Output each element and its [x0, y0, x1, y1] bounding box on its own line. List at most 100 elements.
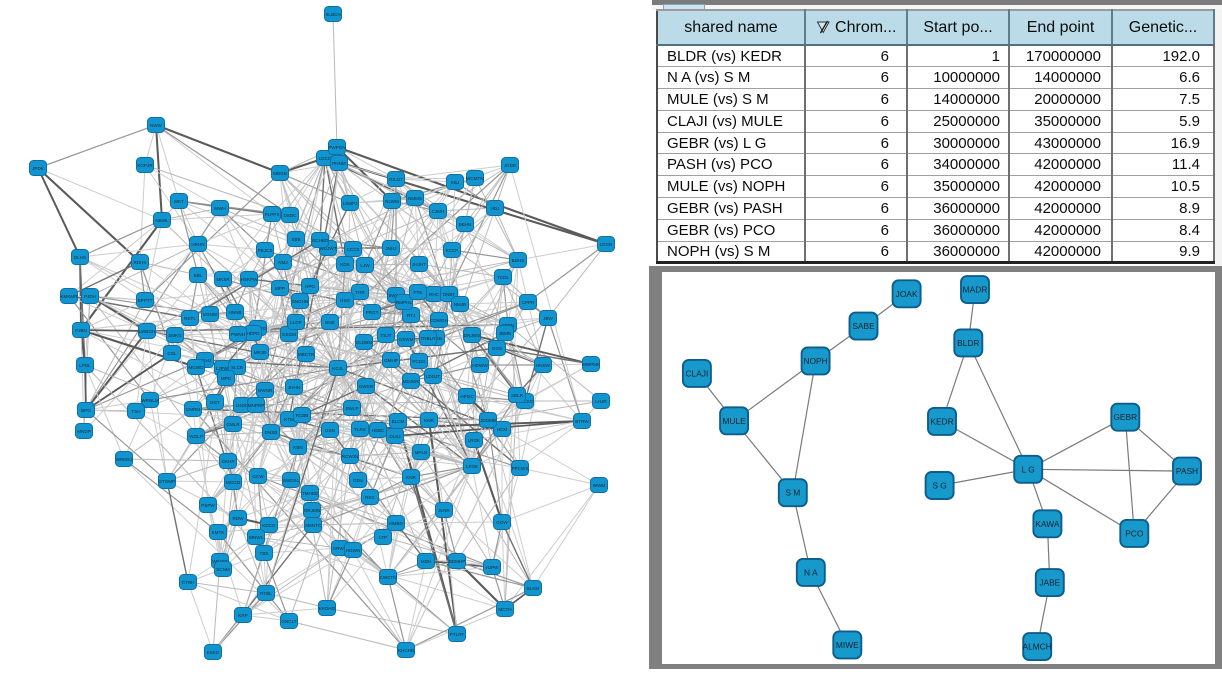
svg-text:JBMN: JBMN — [499, 331, 512, 336]
svg-text:KGPJR: KGPJR — [137, 163, 153, 168]
svg-text:LRGK: LRGK — [468, 438, 481, 443]
svg-text:KGHJ: KGHJ — [199, 358, 211, 363]
svg-text:NLWM: NLWM — [385, 199, 399, 204]
svg-text:KDS: KDS — [340, 262, 349, 267]
svg-text:SLCB: SLCB — [231, 365, 243, 370]
svg-text:TSH: TSH — [131, 409, 140, 414]
svg-text:MPLN: MPLN — [415, 450, 428, 455]
svg-text:DSDC: DSDC — [283, 213, 297, 218]
svg-text:WDJWT: WDJWT — [319, 246, 336, 251]
svg-text:TCDL: TCDL — [497, 275, 509, 280]
svg-text:GSN: GSN — [325, 428, 335, 433]
svg-text:MNPRP: MNPRP — [248, 403, 265, 408]
svg-text:WNWL: WNWL — [249, 535, 264, 540]
svg-text:DNSB: DNSB — [265, 430, 278, 435]
svg-text:LJPWJ: LJPWJ — [216, 366, 231, 371]
svg-text:DNBT: DNBT — [443, 292, 456, 297]
svg-text:SCCSG: SCCSG — [517, 399, 534, 404]
svg-text:MBGB: MBGB — [273, 171, 287, 176]
svg-text:KEDR: KEDR — [930, 416, 953, 426]
svg-text:SGNW: SGNW — [203, 312, 218, 317]
svg-text:WWM: WWM — [593, 483, 606, 488]
svg-text:CPPR: CPPR — [522, 300, 535, 305]
svg-text:HDWW: HDWW — [472, 363, 488, 368]
svg-text:HDJ: HDJ — [491, 206, 500, 211]
svg-text:HSKPW: HSKPW — [241, 277, 259, 282]
svg-text:LDGN: LDGN — [600, 242, 613, 247]
svg-text:GMLR: GMLR — [226, 422, 240, 427]
svg-text:MRJB: MRJB — [254, 350, 267, 355]
svg-text:NWNR: NWNR — [258, 388, 273, 393]
svg-text:NMJ: NMJ — [278, 260, 287, 265]
svg-text:GMHP: GMHP — [384, 358, 398, 363]
svg-text:PSPW: PSPW — [201, 503, 215, 508]
svg-text:DLHS: DLHS — [74, 255, 86, 260]
svg-text:HPGC: HPGC — [460, 394, 474, 399]
svg-text:SCNM: SCNM — [216, 567, 230, 572]
svg-text:SMNTC: SMNTC — [305, 523, 322, 528]
svg-text:MPD: MPD — [221, 376, 232, 381]
svg-text:PASH: PASH — [1176, 466, 1198, 476]
svg-text:JABE: JABE — [1039, 578, 1060, 588]
svg-text:BTRW: BTRW — [575, 419, 589, 424]
svg-text:GDS: GDS — [353, 478, 363, 483]
svg-text:NMJB: NMJB — [454, 302, 467, 307]
svg-text:CCCS: CCCS — [346, 247, 359, 252]
svg-text:HCM: HCM — [497, 427, 508, 432]
svg-text:HNNB: HNNB — [228, 310, 241, 315]
svg-text:DLSJ: DLSJ — [389, 434, 400, 439]
svg-text:NOPH: NOPH — [803, 356, 827, 366]
svg-text:HSG: HSG — [340, 298, 350, 303]
svg-text:THR: THR — [355, 290, 365, 295]
svg-text:BLKM: BLKM — [527, 586, 540, 591]
svg-text:TSJT: TSJT — [381, 333, 392, 338]
svg-text:HRHN: HRHN — [191, 242, 204, 247]
svg-text:MNDP: MNDP — [77, 429, 91, 434]
svg-text:RHC: RHC — [429, 292, 440, 297]
svg-text:LRSK: LRSK — [466, 464, 479, 469]
svg-text:RMPHL: RMPHL — [396, 300, 413, 305]
svg-text:MDJWK: MDJWK — [403, 379, 421, 384]
svg-text:NBWL: NBWL — [155, 218, 169, 223]
svg-text:KGJL: KGJL — [332, 366, 344, 371]
svg-text:HDPD: HDPD — [246, 331, 260, 336]
svg-text:RTJ: RTJ — [407, 313, 415, 318]
svg-text:LLDP: LLDP — [290, 320, 302, 325]
svg-text:HMBD: HMBD — [389, 521, 403, 526]
svg-text:TLRS: TLRS — [354, 427, 366, 432]
svg-text:JHJHT: JHJHT — [412, 262, 426, 267]
svg-text:GEBR: GEBR — [1113, 412, 1137, 422]
svg-text:JLNR: JLNR — [438, 508, 450, 513]
svg-text:MULE: MULE — [722, 416, 746, 426]
svg-text:MWH: MWH — [214, 206, 225, 211]
svg-text:DNJWS: DNJWS — [464, 333, 480, 338]
svg-text:S M: S M — [785, 488, 800, 498]
svg-text:PCO: PCO — [1125, 528, 1144, 538]
svg-text:KNR: KNR — [406, 475, 416, 480]
svg-text:KNR: KNR — [424, 418, 434, 423]
svg-text:SBLR: SBLR — [511, 393, 524, 398]
svg-text:KAWA: KAWA — [1035, 519, 1059, 529]
svg-text:L G: L G — [1022, 464, 1035, 474]
svg-text:GCHBD: GCHBD — [312, 238, 329, 243]
svg-text:WRMSJ: WRMSJ — [116, 457, 133, 462]
svg-text:LTP: LTP — [379, 535, 387, 540]
svg-text:KMTK: KMTK — [212, 530, 226, 535]
svg-text:JHHN: JHHN — [288, 385, 300, 390]
svg-text:MGWD: MGWD — [188, 365, 204, 370]
svg-text:GTRH: GTRH — [181, 580, 194, 585]
svg-text:N A: N A — [804, 567, 818, 577]
svg-text:MGGD: MGGD — [226, 480, 241, 485]
svg-text:KCCP: KCCP — [446, 248, 459, 253]
svg-text:RCWJN: RCWJN — [342, 454, 359, 459]
svg-text:GLDBM: GLDBM — [356, 340, 373, 345]
svg-text:SBB: SBB — [291, 237, 300, 242]
svg-text:MBCTR: MBCTR — [298, 352, 315, 357]
svg-text:JGDD: JGDD — [504, 163, 517, 168]
svg-text:NMMS: NMMS — [408, 196, 422, 201]
svg-text:BBL: BBL — [194, 273, 203, 278]
svg-text:KRP: KRP — [238, 613, 247, 618]
svg-text:PBJCS: PBJCS — [258, 248, 273, 253]
svg-text:TNBLR: TNBLR — [420, 336, 436, 341]
svg-text:MDH: MDH — [421, 559, 431, 564]
